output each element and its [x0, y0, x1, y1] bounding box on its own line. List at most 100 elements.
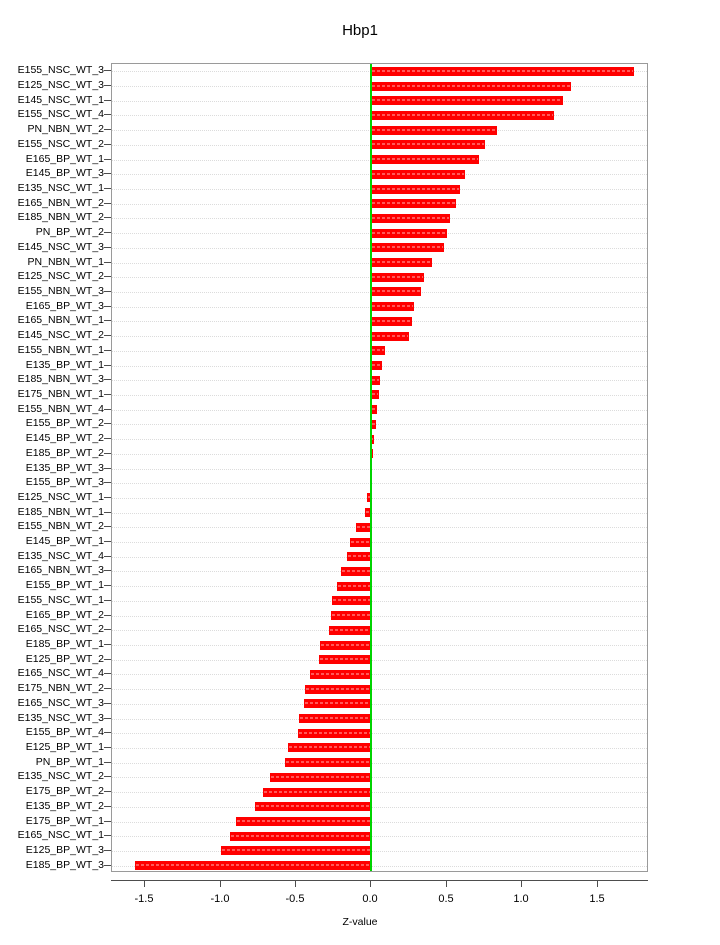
gridline: [112, 542, 647, 543]
x-axis-tick: [446, 880, 447, 887]
bar: [365, 508, 372, 518]
gridline: [112, 645, 647, 646]
y-axis-tick: [104, 703, 111, 704]
y-axis-tick: [104, 173, 111, 174]
y-axis-tick: [104, 762, 111, 763]
gridline: [112, 851, 647, 852]
bar: [235, 817, 372, 827]
bar: [371, 140, 485, 150]
y-axis-tick: [104, 585, 111, 586]
bar: [371, 199, 456, 209]
y-axis-tick: [104, 468, 111, 469]
y-axis-tick-label: PN_BP_WT_1: [35, 755, 104, 768]
y-axis-tick-label: E135_BP_WT_3: [25, 461, 104, 474]
plot-frame: [111, 63, 648, 872]
y-axis-tick: [104, 100, 111, 101]
chart-title: Hbp1: [342, 22, 378, 39]
gridline: [112, 689, 647, 690]
bar: [371, 66, 634, 76]
y-axis-tick: [104, 570, 111, 571]
y-axis-tick: [104, 615, 111, 616]
y-axis-tick-label: E125_BP_WT_2: [25, 652, 104, 665]
x-axis-tick: [220, 880, 221, 887]
y-axis-tick-label: PN_BP_WT_2: [35, 226, 104, 239]
gridline: [112, 424, 647, 425]
y-axis-tick: [104, 276, 111, 277]
bar: [371, 316, 413, 326]
bar: [371, 184, 461, 194]
y-axis-tick: [104, 203, 111, 204]
y-axis-tick-label: E125_NSC_WT_3: [17, 79, 104, 92]
x-axis-tick: [521, 880, 522, 887]
y-axis-tick-label: E155_NSC_WT_2: [17, 137, 104, 150]
y-axis-tick: [104, 482, 111, 483]
x-axis-tick-label: -1.5: [134, 893, 154, 905]
y-axis-tick-label: E155_NSC_WT_4: [17, 108, 104, 121]
gridline: [112, 660, 647, 661]
y-axis-tick: [104, 791, 111, 792]
y-axis-tick: [104, 335, 111, 336]
y-axis-tick: [104, 526, 111, 527]
x-axis-tick: [597, 880, 598, 887]
gridline: [112, 527, 647, 528]
y-axis-tick: [104, 732, 111, 733]
gridline: [112, 410, 647, 411]
y-axis-tick-label: E165_BP_WT_2: [25, 608, 104, 621]
y-axis-tick: [104, 217, 111, 218]
bar: [332, 596, 372, 606]
y-axis-ticks: [0, 63, 111, 872]
y-axis-tick-label: E155_BP_WT_1: [25, 579, 104, 592]
bar: [303, 699, 372, 709]
bar: [341, 566, 372, 576]
gridline: [112, 601, 647, 602]
y-axis-tick-label: E185_NBN_WT_1: [17, 505, 104, 518]
bar: [262, 787, 372, 797]
y-axis-tick-label: E165_NBN_WT_1: [17, 314, 104, 327]
y-axis-tick-label: E165_NBN_WT_2: [17, 196, 104, 209]
y-axis-tick-label: E155_NSC_WT_3: [17, 64, 104, 77]
bar: [330, 611, 372, 621]
bar: [297, 728, 372, 738]
y-axis-tick-label: E135_NSC_WT_1: [17, 182, 104, 195]
bar: [371, 361, 382, 371]
bar: [299, 714, 372, 724]
y-axis-tick-label: E125_BP_WT_1: [25, 740, 104, 753]
y-axis-tick-label: E145_BP_WT_3: [25, 167, 104, 180]
y-axis-tick: [104, 409, 111, 410]
x-axis-tick-label: -1.0: [210, 893, 230, 905]
bar: [371, 390, 379, 400]
y-axis-tick: [104, 821, 111, 822]
bar: [371, 331, 410, 341]
y-axis-tick: [104, 232, 111, 233]
y-axis-tick-label: E155_BP_WT_2: [25, 417, 104, 430]
bar: [371, 405, 378, 415]
bar: [309, 669, 372, 679]
y-axis-tick-label: PN_NBN_WT_2: [27, 123, 104, 136]
y-axis-tick-label: E185_BP_WT_3: [25, 858, 104, 871]
y-axis-tick: [104, 850, 111, 851]
y-axis-tick: [104, 159, 111, 160]
bar: [356, 522, 372, 532]
gridline: [112, 571, 647, 572]
y-axis-tick: [104, 114, 111, 115]
y-axis-tick-label: E175_BP_WT_2: [25, 785, 104, 798]
bar: [320, 640, 372, 650]
gridline: [112, 792, 647, 793]
x-axis-tick: [295, 880, 296, 887]
y-axis-tick: [104, 556, 111, 557]
gridline: [112, 822, 647, 823]
y-axis-tick-label: E165_NSC_WT_4: [17, 667, 104, 680]
gridline: [112, 469, 647, 470]
y-axis-tick: [104, 453, 111, 454]
y-axis-tick: [104, 644, 111, 645]
y-axis-tick: [104, 673, 111, 674]
gridline: [112, 719, 647, 720]
bar: [371, 243, 444, 253]
gridline: [112, 807, 647, 808]
y-axis-tick-label: E155_NBN_WT_2: [17, 520, 104, 533]
y-axis-tick-label: E145_BP_WT_2: [25, 432, 104, 445]
y-axis-tick: [104, 806, 111, 807]
bar: [350, 537, 372, 547]
gridline: [112, 763, 647, 764]
